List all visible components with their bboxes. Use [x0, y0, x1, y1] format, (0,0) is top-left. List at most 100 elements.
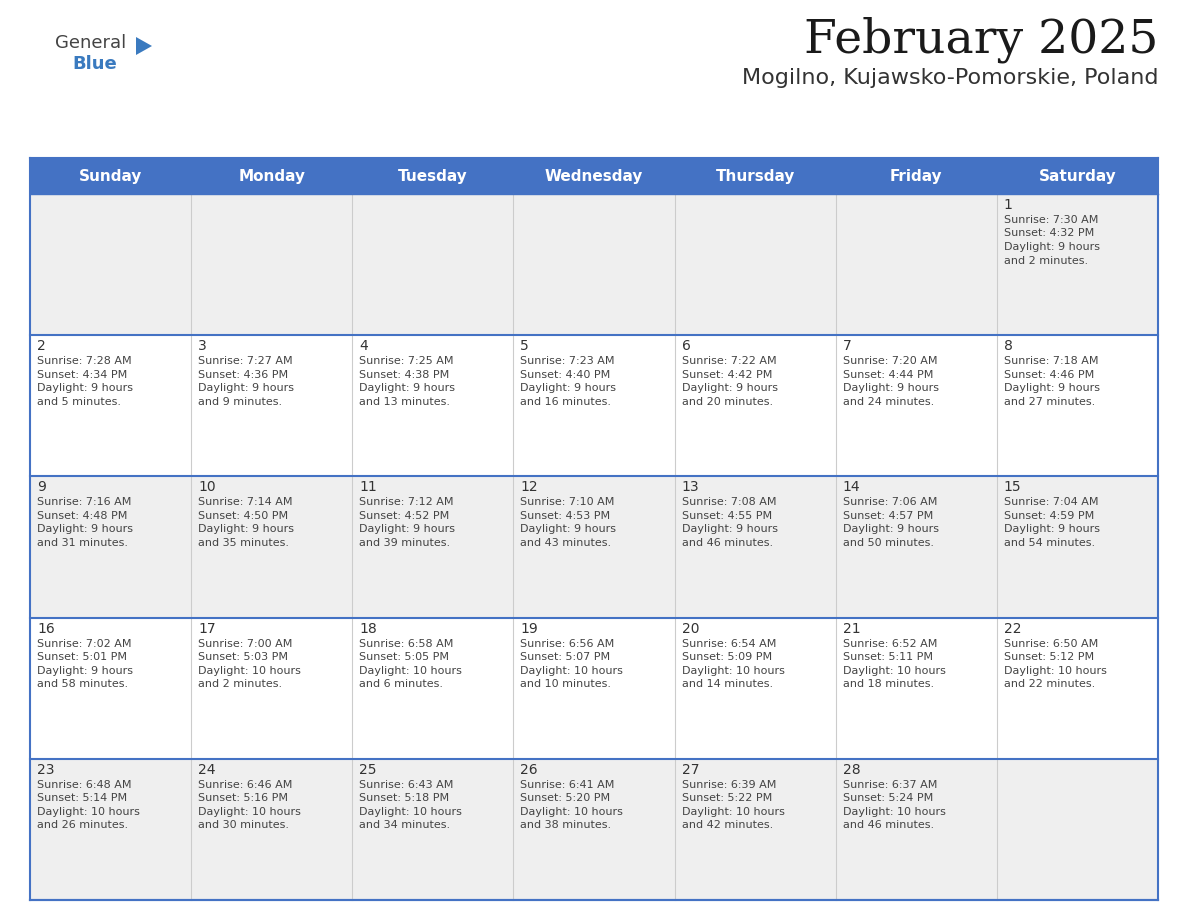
Text: February 2025: February 2025	[803, 17, 1158, 63]
Text: Sunset: 4:50 PM: Sunset: 4:50 PM	[198, 511, 289, 521]
Bar	[675, 194, 835, 335]
Bar	[513, 335, 675, 476]
Text: 9: 9	[37, 480, 46, 495]
Text: Wednesday: Wednesday	[545, 169, 643, 184]
Text: 28: 28	[842, 763, 860, 777]
Text: Sunrise: 7:28 AM: Sunrise: 7:28 AM	[37, 356, 132, 366]
Text: Sunset: 5:14 PM: Sunset: 5:14 PM	[37, 793, 127, 803]
Text: and 27 minutes.: and 27 minutes.	[1004, 397, 1095, 407]
Text: Sunrise: 6:52 AM: Sunrise: 6:52 AM	[842, 639, 937, 649]
Text: 27: 27	[682, 763, 699, 777]
Text: Sunset: 5:05 PM: Sunset: 5:05 PM	[359, 652, 449, 662]
Text: Sunrise: 7:16 AM: Sunrise: 7:16 AM	[37, 498, 132, 508]
Bar	[997, 476, 1158, 618]
Bar	[353, 476, 513, 618]
Text: Daylight: 10 hours: Daylight: 10 hours	[1004, 666, 1107, 676]
Text: Sunrise: 6:39 AM: Sunrise: 6:39 AM	[682, 779, 776, 789]
Text: Sunset: 5:16 PM: Sunset: 5:16 PM	[198, 793, 289, 803]
Text: and 34 minutes.: and 34 minutes.	[359, 821, 450, 830]
Text: 1: 1	[1004, 198, 1012, 212]
Bar	[30, 335, 191, 476]
Text: 13: 13	[682, 480, 700, 495]
Text: 2: 2	[37, 339, 46, 353]
Text: and 5 minutes.: and 5 minutes.	[37, 397, 121, 407]
Text: General: General	[55, 34, 126, 52]
Text: and 46 minutes.: and 46 minutes.	[842, 821, 934, 830]
Text: Daylight: 10 hours: Daylight: 10 hours	[37, 807, 140, 817]
Text: Sunrise: 7:22 AM: Sunrise: 7:22 AM	[682, 356, 776, 366]
Text: 5: 5	[520, 339, 529, 353]
Text: 19: 19	[520, 621, 538, 635]
Text: Daylight: 9 hours: Daylight: 9 hours	[520, 524, 617, 534]
Text: Sunset: 4:42 PM: Sunset: 4:42 PM	[682, 370, 772, 380]
Bar	[30, 759, 191, 900]
Bar	[191, 759, 353, 900]
Text: Sunrise: 6:54 AM: Sunrise: 6:54 AM	[682, 639, 776, 649]
Text: 17: 17	[198, 621, 216, 635]
Text: Sunrise: 7:10 AM: Sunrise: 7:10 AM	[520, 498, 615, 508]
Text: 26: 26	[520, 763, 538, 777]
Text: Daylight: 10 hours: Daylight: 10 hours	[682, 807, 784, 817]
Text: Sunset: 4:52 PM: Sunset: 4:52 PM	[359, 511, 449, 521]
Text: Daylight: 9 hours: Daylight: 9 hours	[1004, 524, 1100, 534]
Bar	[997, 194, 1158, 335]
Bar	[191, 618, 353, 759]
Text: and 9 minutes.: and 9 minutes.	[198, 397, 283, 407]
Text: Sunset: 4:48 PM: Sunset: 4:48 PM	[37, 511, 127, 521]
Text: Sunrise: 6:37 AM: Sunrise: 6:37 AM	[842, 779, 937, 789]
Text: Sunrise: 6:50 AM: Sunrise: 6:50 AM	[1004, 639, 1098, 649]
Text: and 2 minutes.: and 2 minutes.	[1004, 255, 1088, 265]
Bar	[30, 194, 191, 335]
Bar	[997, 335, 1158, 476]
Text: Saturday: Saturday	[1038, 169, 1117, 184]
Text: 24: 24	[198, 763, 216, 777]
Text: 16: 16	[37, 621, 55, 635]
Bar	[675, 618, 835, 759]
Text: Sunrise: 7:20 AM: Sunrise: 7:20 AM	[842, 356, 937, 366]
Text: Sunset: 4:46 PM: Sunset: 4:46 PM	[1004, 370, 1094, 380]
Bar	[675, 335, 835, 476]
Bar	[353, 194, 513, 335]
Text: Sunset: 5:12 PM: Sunset: 5:12 PM	[1004, 652, 1094, 662]
Text: and 39 minutes.: and 39 minutes.	[359, 538, 450, 548]
Bar	[191, 476, 353, 618]
Text: and 38 minutes.: and 38 minutes.	[520, 821, 612, 830]
Text: and 14 minutes.: and 14 minutes.	[682, 679, 772, 689]
Text: and 43 minutes.: and 43 minutes.	[520, 538, 612, 548]
Text: 20: 20	[682, 621, 699, 635]
Text: and 50 minutes.: and 50 minutes.	[842, 538, 934, 548]
Text: Daylight: 10 hours: Daylight: 10 hours	[520, 666, 624, 676]
Text: Sunrise: 6:56 AM: Sunrise: 6:56 AM	[520, 639, 614, 649]
Text: Daylight: 9 hours: Daylight: 9 hours	[842, 524, 939, 534]
Text: Monday: Monday	[239, 169, 305, 184]
Text: Daylight: 9 hours: Daylight: 9 hours	[359, 524, 455, 534]
Text: Sunset: 5:01 PM: Sunset: 5:01 PM	[37, 652, 127, 662]
Polygon shape	[135, 37, 152, 55]
Text: Sunset: 5:09 PM: Sunset: 5:09 PM	[682, 652, 772, 662]
Text: Daylight: 9 hours: Daylight: 9 hours	[198, 524, 295, 534]
Bar	[997, 759, 1158, 900]
Text: Daylight: 10 hours: Daylight: 10 hours	[682, 666, 784, 676]
Text: and 54 minutes.: and 54 minutes.	[1004, 538, 1095, 548]
Text: Daylight: 9 hours: Daylight: 9 hours	[198, 383, 295, 393]
Text: Sunday: Sunday	[78, 169, 143, 184]
Text: 4: 4	[359, 339, 368, 353]
Text: Sunrise: 7:08 AM: Sunrise: 7:08 AM	[682, 498, 776, 508]
Bar	[675, 476, 835, 618]
Text: Sunset: 5:22 PM: Sunset: 5:22 PM	[682, 793, 772, 803]
Text: 18: 18	[359, 621, 377, 635]
Text: Sunrise: 6:46 AM: Sunrise: 6:46 AM	[198, 779, 292, 789]
Text: Daylight: 9 hours: Daylight: 9 hours	[1004, 383, 1100, 393]
Text: Sunset: 5:03 PM: Sunset: 5:03 PM	[198, 652, 289, 662]
Bar	[30, 158, 1158, 194]
Bar	[835, 759, 997, 900]
Text: Sunrise: 7:06 AM: Sunrise: 7:06 AM	[842, 498, 937, 508]
Text: Daylight: 10 hours: Daylight: 10 hours	[520, 807, 624, 817]
Text: Sunset: 4:57 PM: Sunset: 4:57 PM	[842, 511, 933, 521]
Text: Sunrise: 7:23 AM: Sunrise: 7:23 AM	[520, 356, 615, 366]
Text: Tuesday: Tuesday	[398, 169, 468, 184]
Bar	[513, 759, 675, 900]
Text: and 46 minutes.: and 46 minutes.	[682, 538, 772, 548]
Text: Sunrise: 6:43 AM: Sunrise: 6:43 AM	[359, 779, 454, 789]
Text: Sunset: 4:32 PM: Sunset: 4:32 PM	[1004, 229, 1094, 239]
